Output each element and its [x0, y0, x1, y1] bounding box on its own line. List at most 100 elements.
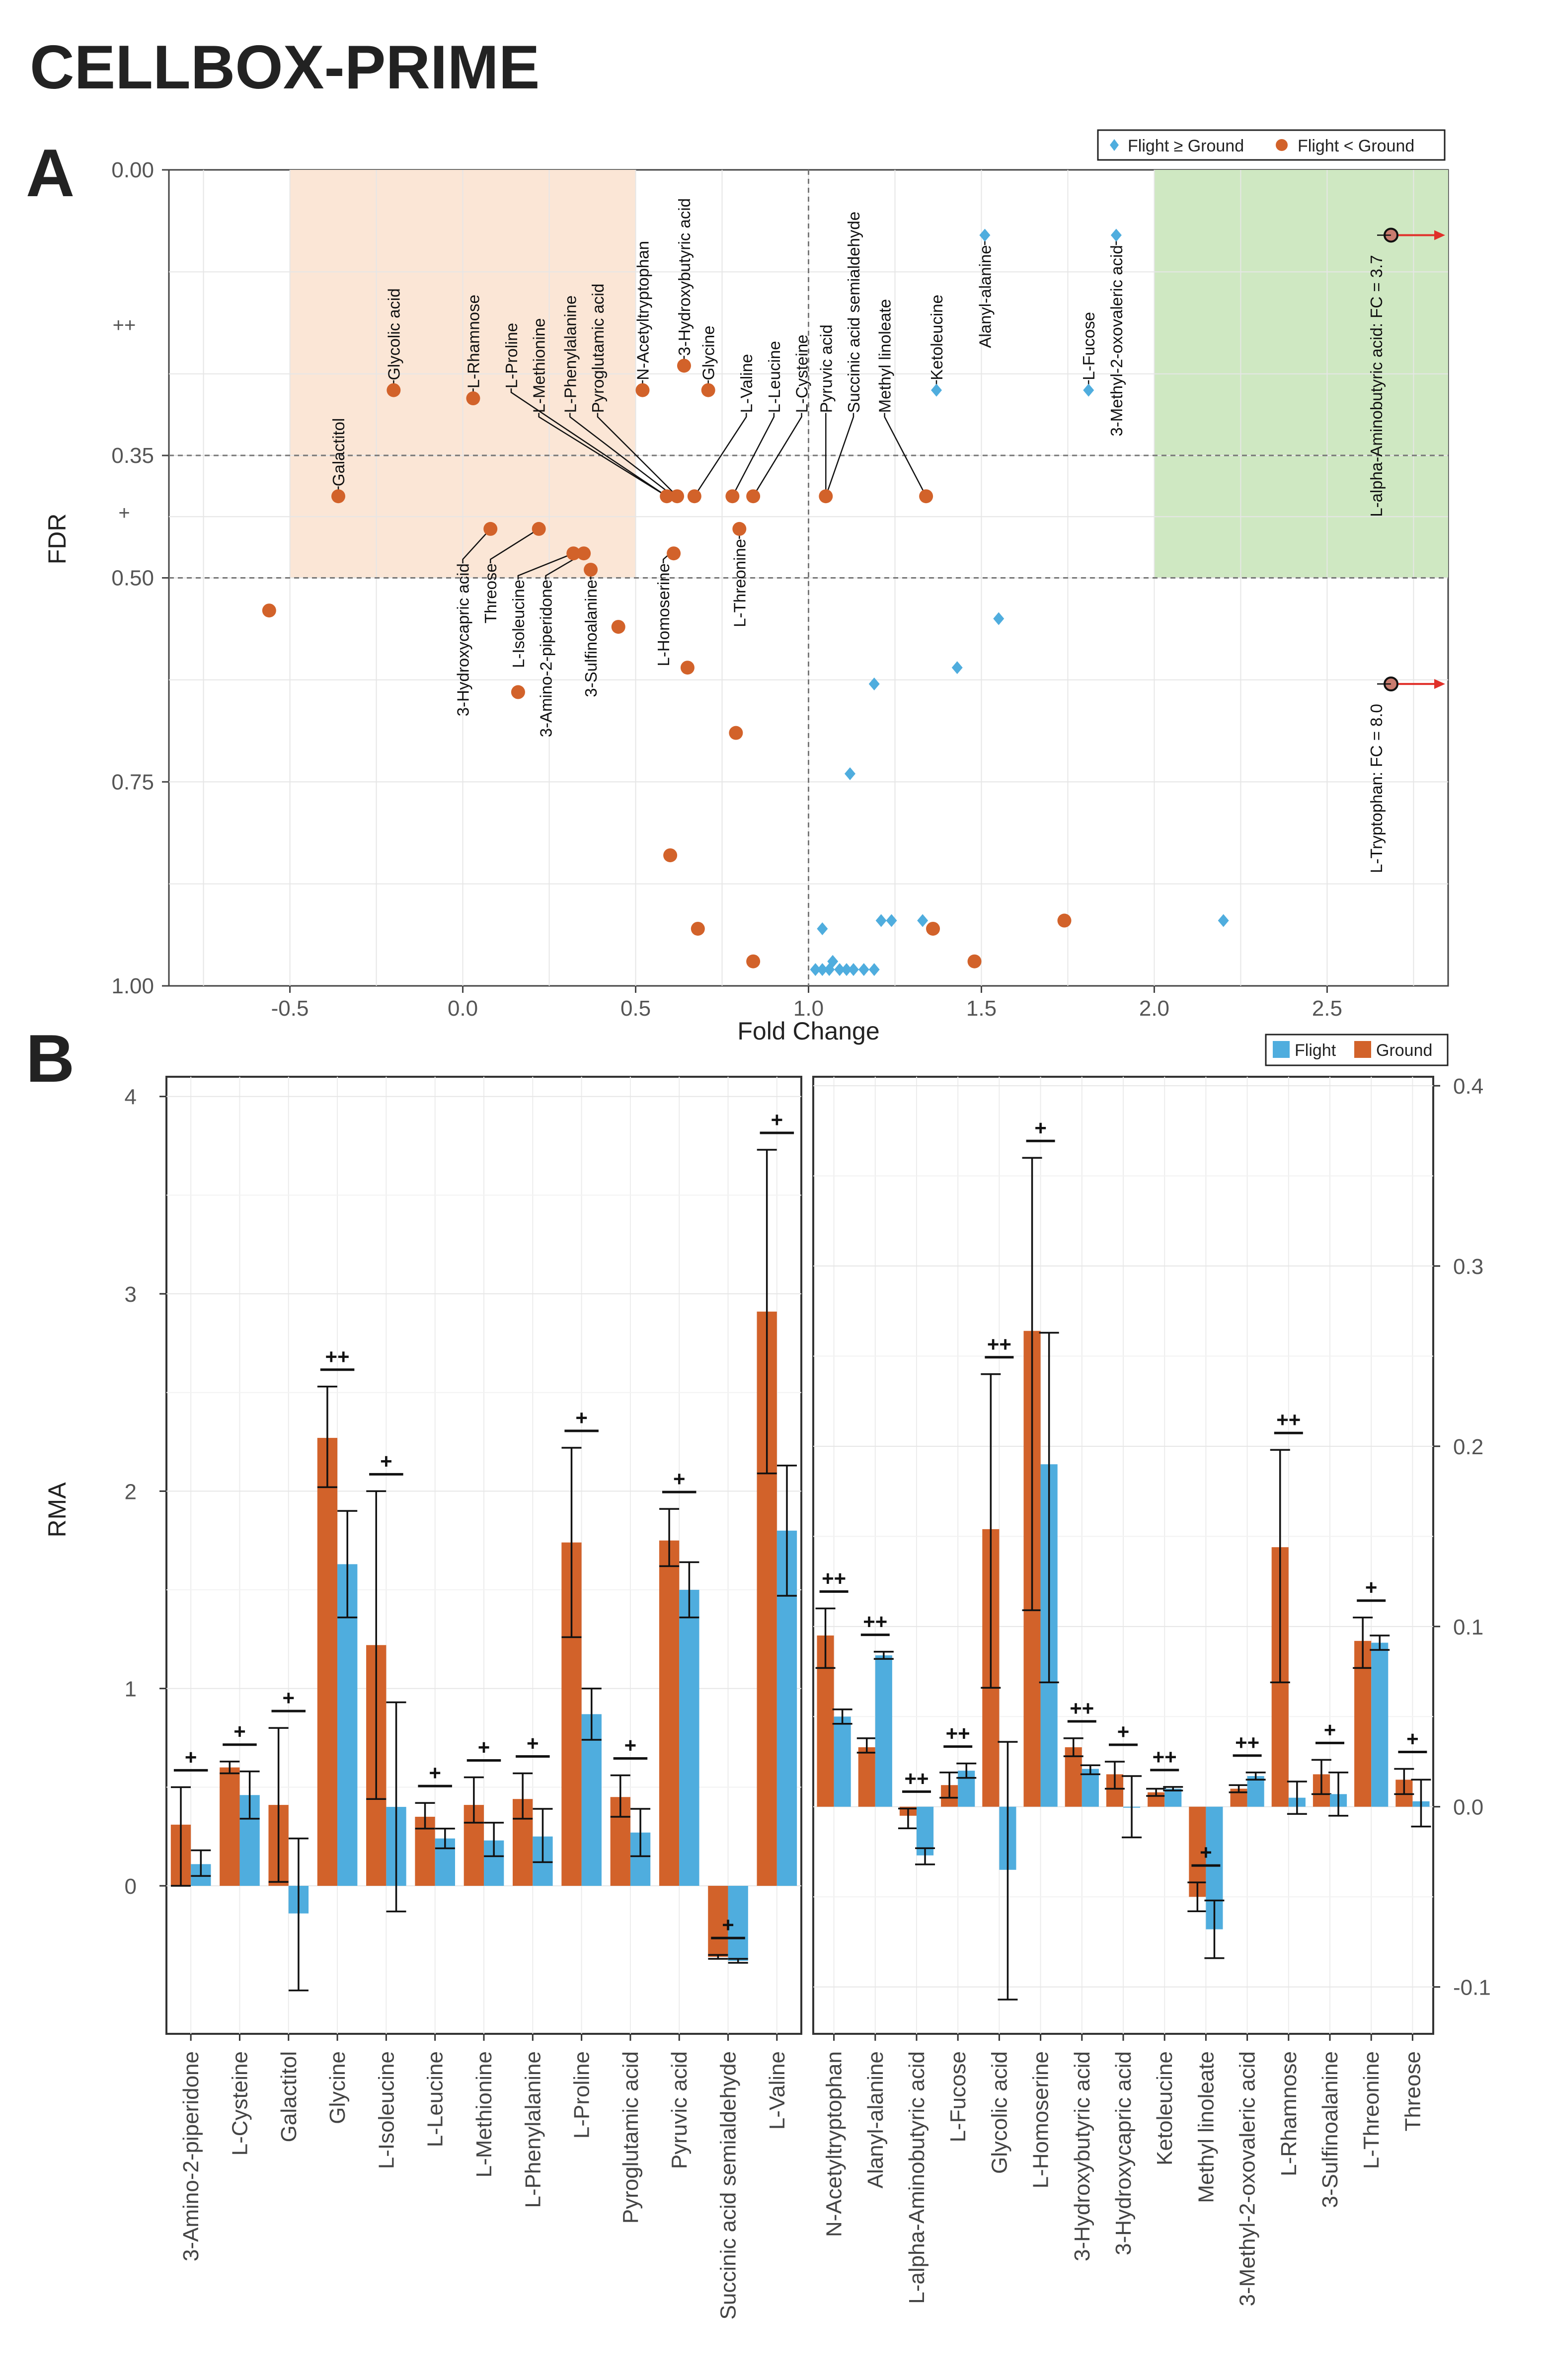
significance-label: + — [771, 1108, 783, 1131]
x-tick-label: -0.5 — [271, 996, 309, 1021]
category-label: L-Isoleucine — [374, 2051, 398, 2169]
category-label: L-Leucine — [423, 2051, 448, 2147]
category-label: 3-Amino-2-piperidone — [179, 2051, 203, 2261]
significance-label: + — [1406, 1727, 1419, 1751]
significance-label: + — [1324, 1718, 1336, 1741]
flight-bar — [581, 1714, 602, 1886]
ground-point — [680, 661, 695, 675]
significance-label: + — [673, 1467, 686, 1490]
significance-label: ++ — [987, 1333, 1011, 1356]
flight-point — [931, 383, 942, 397]
point-label: L-Fucose — [1080, 312, 1098, 380]
point-label: L-Proline — [502, 323, 521, 388]
category-label: Pyruvic acid — [667, 2051, 692, 2169]
flight-point — [817, 963, 828, 976]
label-leader-line — [753, 413, 802, 497]
point-label: L-Methionine — [530, 318, 548, 413]
significance-label: + — [527, 1732, 539, 1755]
legend-flight-label: Flight — [1295, 1041, 1336, 1060]
ground-point — [701, 383, 715, 397]
point-label: Galactitol — [329, 418, 348, 487]
flight-point — [1110, 228, 1122, 242]
category-label: Succinic acid semialdehyde — [716, 2051, 741, 2320]
significance-label: + — [185, 1745, 197, 1769]
bar-y-tick-label: 0.3 — [1453, 1255, 1483, 1279]
flight-point — [817, 922, 828, 935]
ground-point — [262, 603, 276, 618]
flight-point — [810, 963, 821, 976]
x-tick-label: 2.0 — [1139, 996, 1169, 1021]
category-label: L-Fucose — [946, 2051, 970, 2142]
y-tick-label: 0.50 — [111, 566, 154, 591]
label-leader-line — [694, 413, 747, 497]
ground-point — [670, 489, 685, 504]
panel-b-bars: 0 1 2 3 4 +3-Amino-2-piperidone + L-Cysteine + Ga… — [43, 1034, 1491, 2320]
label-leader-line — [462, 528, 491, 564]
x-tick-label: 0.5 — [620, 996, 651, 1021]
y-tick-label: 0.00 — [111, 158, 154, 182]
ground-point — [919, 489, 933, 504]
significance-label: + — [1034, 1116, 1047, 1139]
bar-y-tick-label: 0.2 — [1453, 1435, 1483, 1459]
flight-bar — [1247, 1776, 1264, 1807]
x-tick-label: 1.0 — [793, 996, 824, 1021]
ground-point — [483, 521, 498, 536]
ground-bar — [659, 1540, 680, 1886]
significance-label: + — [380, 1449, 392, 1473]
flight-point — [1218, 914, 1229, 927]
ground-point — [584, 563, 598, 577]
significance-label: + — [624, 1734, 637, 1757]
x-tick-label: 1.5 — [966, 996, 997, 1021]
point-label: L-Leucine — [765, 341, 783, 413]
category-label: N-Acetyltryptophan — [822, 2051, 847, 2237]
legend-flight-marker — [1110, 139, 1119, 151]
x-tick-label: 2.5 — [1312, 996, 1342, 1021]
significance-label: + — [1365, 1576, 1378, 1599]
y-significance-label: + — [118, 502, 130, 524]
significance-label: ++ — [946, 1722, 970, 1745]
category-label: Glycolic acid — [987, 2051, 1011, 2174]
flight-bar — [679, 1590, 699, 1886]
point-label: Ketoleucine — [928, 295, 946, 380]
category-label: L-alpha-Aminobutyric acid — [905, 2051, 929, 2304]
category-label: L-Homoserine — [1029, 2051, 1053, 2188]
category-label: Galactitol — [277, 2051, 301, 2142]
significance-label: + — [722, 1913, 734, 1936]
legend-a-box — [1097, 129, 1446, 161]
ground-point — [466, 391, 480, 406]
point-label: L-Phenylalanine — [561, 296, 579, 413]
significance-label: + — [429, 1761, 441, 1785]
ground-point — [511, 685, 525, 699]
significance-label: ++ — [325, 1345, 350, 1368]
point-label: 3-Methyl-2-oxovaleric acid — [1107, 245, 1126, 436]
significance-label: + — [1117, 1720, 1130, 1743]
ground-point — [687, 489, 701, 504]
ground-point — [677, 359, 691, 373]
flight-point — [858, 963, 869, 976]
bar-y-tick-label: 0.0 — [1453, 1795, 1483, 1820]
panel-b-letter: B — [26, 1021, 75, 1096]
label-leader-line — [545, 553, 584, 580]
significance-label: + — [283, 1686, 295, 1710]
point-label: Pyroglutamic acid — [589, 284, 607, 413]
label-leader-line — [884, 413, 927, 497]
flight-point — [868, 963, 880, 976]
legend-ground-swatch — [1354, 1041, 1371, 1058]
flight-point — [848, 963, 859, 976]
y-tick-label: 0.75 — [111, 770, 154, 794]
legend-b: Flight Ground — [1265, 1034, 1449, 1066]
ground-point — [746, 489, 761, 504]
ground-point — [386, 383, 401, 397]
flight-point — [979, 228, 991, 242]
point-label: Glycolic acid — [385, 288, 403, 380]
point-label: L-Homoserine — [654, 563, 673, 666]
significance-label: ++ — [1276, 1408, 1301, 1431]
significance-label: + — [233, 1720, 246, 1743]
bar-panel-1: 0 1 2 3 4 +3-Amino-2-piperidone + L-Cysteine + Ga… — [125, 1076, 802, 2320]
legend-flight-label: Flight ≥ Ground — [1128, 137, 1244, 155]
x-tick-label: 0.0 — [448, 996, 478, 1021]
bar-y-tick-label: 0.4 — [1453, 1074, 1483, 1099]
flight-point — [845, 767, 856, 780]
bar-y-tick-label: 1 — [125, 1677, 137, 1702]
